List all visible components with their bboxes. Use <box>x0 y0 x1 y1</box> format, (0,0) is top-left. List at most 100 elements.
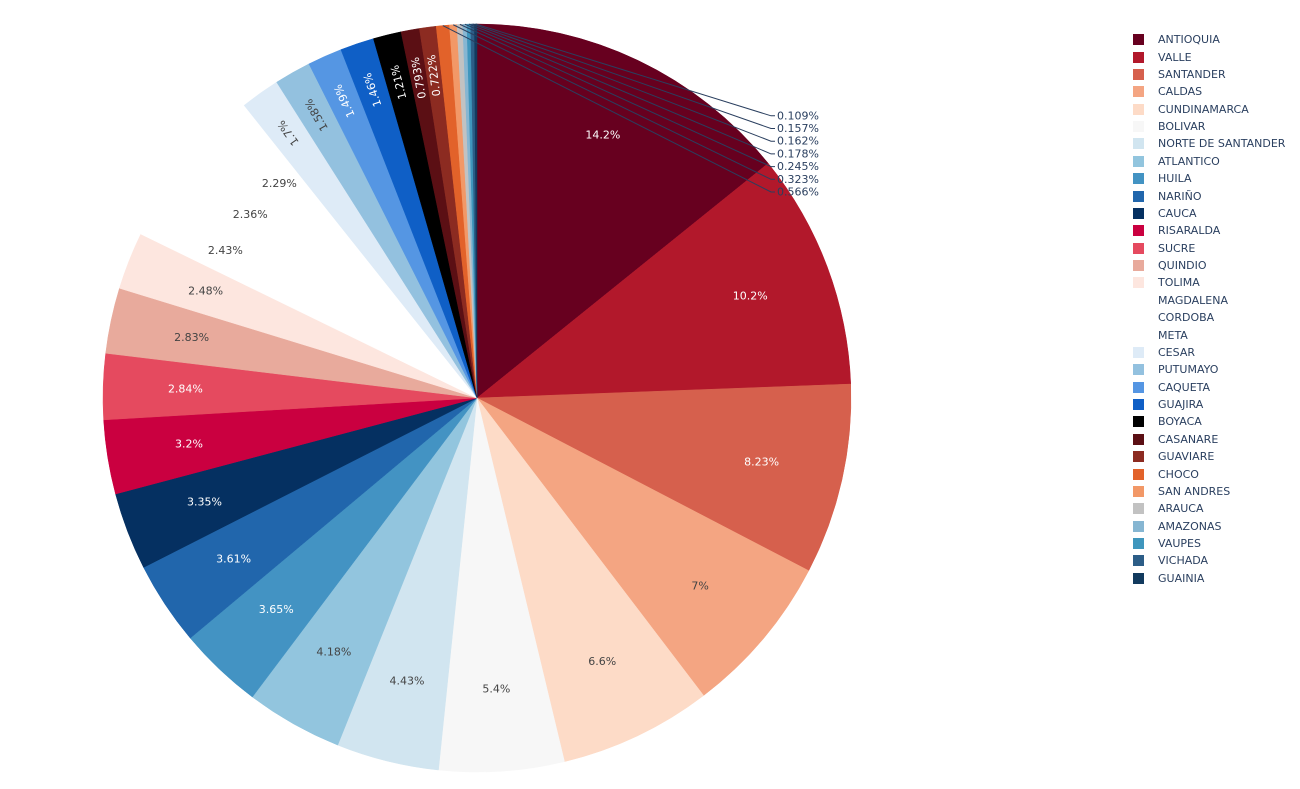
legend-label: CAQUETA <box>1158 380 1211 394</box>
legend-item[interactable]: ANTIOQUIA <box>1133 31 1285 48</box>
legend-label: CUNDINAMARCA <box>1158 102 1249 116</box>
label-leader-line <box>472 23 775 129</box>
legend-item[interactable]: NARIÑO <box>1133 187 1285 204</box>
legend-label: CHOCO <box>1158 467 1199 481</box>
legend-swatch <box>1133 260 1144 272</box>
legend-item[interactable]: TOLIMA <box>1133 274 1285 291</box>
slice-value-label: 3.61% <box>216 552 251 565</box>
legend-swatch <box>1133 520 1144 532</box>
legend-swatch <box>1133 51 1144 63</box>
legend-swatch <box>1133 364 1144 376</box>
legend-swatch <box>1133 329 1144 341</box>
legend-item[interactable]: META <box>1133 326 1285 343</box>
legend-item[interactable]: CAUCA <box>1133 205 1285 222</box>
legend-label: MAGDALENA <box>1158 293 1228 307</box>
legend-label: SUCRE <box>1158 241 1196 255</box>
legend-item[interactable]: GUAINIA <box>1133 570 1285 587</box>
legend-item[interactable]: BOLIVAR <box>1133 118 1285 135</box>
legend-swatch <box>1133 277 1144 289</box>
legend-item[interactable]: RISARALDA <box>1133 222 1285 239</box>
legend-item[interactable]: CHOCO <box>1133 465 1285 482</box>
slice-value-label: 10.2% <box>733 289 768 302</box>
slice-value-label: 2.83% <box>174 331 209 344</box>
legend-label: CORDOBA <box>1158 311 1215 325</box>
pie-slice-valle[interactable] <box>476 162 851 399</box>
legend-swatch <box>1133 346 1144 358</box>
legend-label: BOYACA <box>1158 415 1202 429</box>
legend-swatch <box>1133 242 1144 254</box>
legend-label: CALDAS <box>1158 85 1203 99</box>
legend-item[interactable]: CAQUETA <box>1133 379 1285 396</box>
label-leader-line <box>442 25 775 193</box>
legend-item[interactable]: SUCRE <box>1133 240 1285 257</box>
slice-value-label: 0.109% <box>777 109 819 122</box>
legend-item[interactable]: SAN ANDRES <box>1133 483 1285 500</box>
legend-item[interactable]: CORDOBA <box>1133 309 1285 326</box>
legend-swatch <box>1133 225 1144 237</box>
legend-swatch <box>1133 451 1144 463</box>
slice-value-label: 3.35% <box>187 496 222 509</box>
legend-swatch <box>1133 433 1144 445</box>
legend-item[interactable]: CALDAS <box>1133 83 1285 100</box>
legend-item[interactable]: MAGDALENA <box>1133 292 1285 309</box>
legend-item[interactable]: GUAJIRA <box>1133 396 1285 413</box>
pie-slice-caldas[interactable] <box>476 397 810 696</box>
legend-swatch <box>1133 312 1144 324</box>
slice-value-label: 3.2% <box>175 438 203 451</box>
pie-slices <box>102 23 852 773</box>
legend-item[interactable]: QUINDIO <box>1133 257 1285 274</box>
legend-label: META <box>1158 328 1188 342</box>
legend-item[interactable]: BOYACA <box>1133 413 1285 430</box>
legend-item[interactable]: VALLE <box>1133 48 1285 65</box>
legend-item[interactable]: CASANARE <box>1133 431 1285 448</box>
slice-value-label: 2.84% <box>168 383 203 396</box>
pie-slice-santander[interactable] <box>476 383 852 572</box>
legend-item[interactable]: GUAVIARE <box>1133 448 1285 465</box>
slice-value-label: 0.178% <box>777 147 819 160</box>
legend-swatch <box>1133 399 1144 411</box>
legend-label: SAN ANDRES <box>1158 484 1231 498</box>
legend-swatch <box>1133 555 1144 567</box>
legend-label: ARAUCA <box>1158 502 1204 516</box>
slice-value-label: 2.43% <box>208 244 243 257</box>
legend-label: BOLIVAR <box>1158 120 1206 134</box>
legend-label: VICHADA <box>1158 554 1209 568</box>
legend-label: GUAVIARE <box>1158 450 1215 464</box>
legend-label: AMAZONAS <box>1158 519 1222 533</box>
legend-swatch <box>1133 34 1144 46</box>
slice-value-label: 0.245% <box>777 160 819 173</box>
slice-value-label: 2.36% <box>233 208 268 221</box>
legend-swatch <box>1133 155 1144 167</box>
slice-value-label: 7% <box>691 579 708 592</box>
legend-item[interactable]: ARAUCA <box>1133 500 1285 517</box>
legend-label: CESAR <box>1158 345 1195 359</box>
legend-item[interactable]: CESAR <box>1133 344 1285 361</box>
slice-value-label: 4.43% <box>389 675 424 688</box>
legend-item[interactable]: ATLANTICO <box>1133 153 1285 170</box>
legend-swatch <box>1133 503 1144 515</box>
legend-item[interactable]: VAUPES <box>1133 535 1285 552</box>
slice-value-label: 8.23% <box>744 456 779 469</box>
legend-swatch <box>1133 207 1144 219</box>
slice-value-label: 0.157% <box>777 122 819 135</box>
legend-item[interactable]: VICHADA <box>1133 552 1285 569</box>
slice-value-label: 2.29% <box>262 177 297 190</box>
legend-label: ATLANTICO <box>1158 154 1220 168</box>
legend-swatch <box>1133 468 1144 480</box>
label-leader-line <box>464 23 775 155</box>
legend-item[interactable]: PUTUMAYO <box>1133 361 1285 378</box>
pie-slice-antioquia[interactable] <box>476 23 769 399</box>
legend-item[interactable]: HUILA <box>1133 170 1285 187</box>
legend-item[interactable]: NORTE DE SANTANDER <box>1133 135 1285 152</box>
label-leader-line <box>452 24 775 180</box>
legend-item[interactable]: AMAZONAS <box>1133 518 1285 535</box>
legend-label: CASANARE <box>1158 432 1219 446</box>
slice-value-label: 0.162% <box>777 135 819 148</box>
legend-item[interactable]: SANTANDER <box>1133 66 1285 83</box>
legend-swatch <box>1133 572 1144 584</box>
pie-slice-cundinamarca[interactable] <box>476 397 704 762</box>
legend-item[interactable]: CUNDINAMARCA <box>1133 101 1285 118</box>
label-leader-line <box>468 23 775 142</box>
legend-swatch <box>1133 173 1144 185</box>
